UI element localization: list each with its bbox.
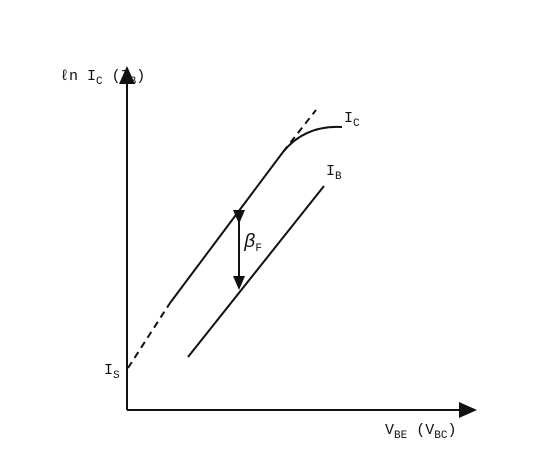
is-label: IS	[104, 362, 120, 382]
ic-label: IC	[344, 110, 360, 130]
label-part: β	[243, 231, 255, 253]
y-label-part: (I	[103, 68, 130, 85]
label-sub: S	[113, 370, 120, 382]
ic-extrapolation-low	[127, 302, 171, 369]
x-label-sub: BE	[394, 430, 408, 442]
label-part: I	[326, 163, 335, 180]
ic-curve	[169, 125, 343, 304]
label-sub: F	[255, 243, 262, 255]
ib-curve	[187, 185, 325, 358]
x-label-part: V	[385, 422, 394, 439]
y-label-part: ℓn I	[60, 68, 96, 85]
y-axis-label: ℓn IC (IB)	[60, 68, 145, 88]
beta-label: βF	[243, 231, 262, 255]
y-label-sub: C	[96, 76, 103, 88]
x-label-sub: BC	[434, 430, 448, 442]
x-axis-label: VBE (VBC)	[385, 422, 456, 442]
label-sub: C	[353, 118, 360, 130]
x-label-part: (V	[407, 422, 434, 439]
y-label-sub: B	[130, 76, 137, 88]
label-part: I	[104, 362, 113, 379]
ib-label: IB	[326, 163, 342, 183]
y-label-part: )	[136, 68, 145, 85]
label-part: I	[344, 110, 353, 127]
x-label-part: )	[447, 422, 456, 439]
ic-extrapolation-high	[282, 109, 317, 153]
label-sub: B	[335, 171, 342, 183]
